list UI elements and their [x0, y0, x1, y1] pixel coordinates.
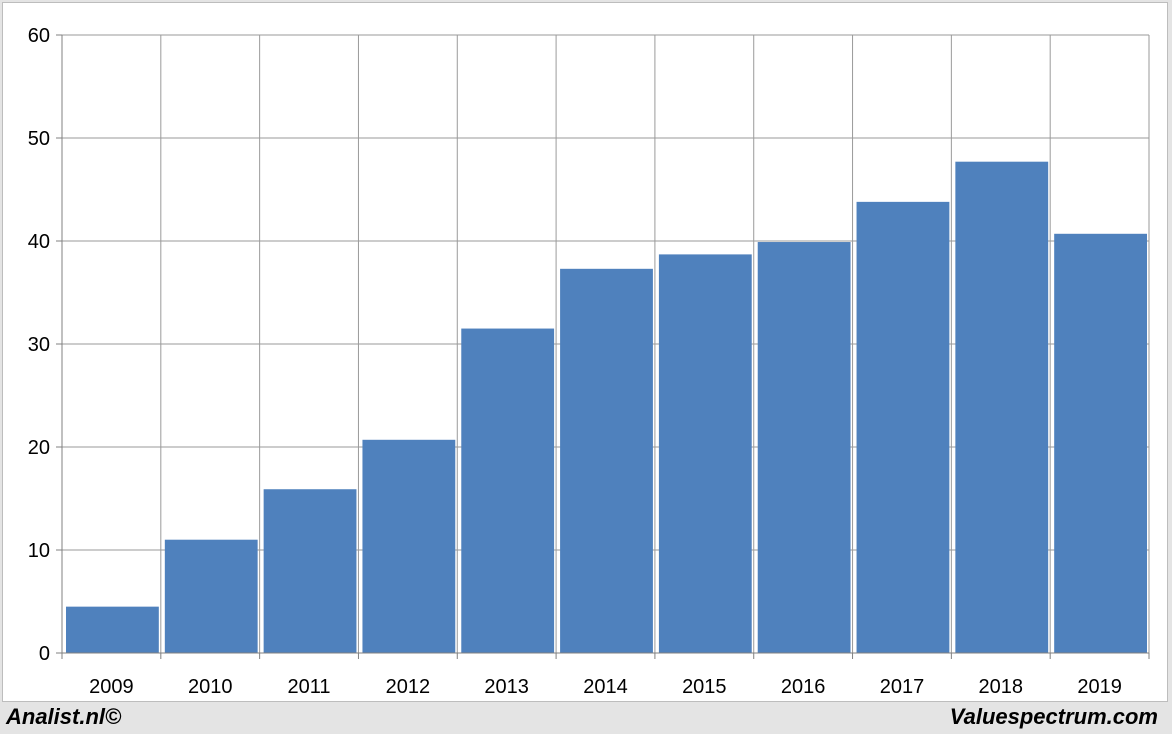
bar-2011: [263, 489, 357, 653]
bar-2010: [164, 539, 258, 653]
y-tick-label: 40: [28, 231, 50, 253]
axes: [56, 34, 1150, 659]
y-tick-label: 10: [28, 540, 50, 562]
x-tick-label: 2019: [1077, 676, 1122, 698]
footer-source-right: Valuespectrum.com: [949, 704, 1158, 729]
y-tick-label: 50: [28, 128, 50, 150]
y-tick-label: 0: [39, 643, 50, 665]
bar-2019: [1054, 233, 1147, 654]
x-tick-label: 2010: [188, 676, 233, 698]
x-tick-label: 2014: [583, 676, 628, 698]
bar-2014: [560, 268, 653, 653]
x-tick-label: 2009: [89, 676, 134, 698]
bar-chart: 0 10 20 30 40 50 60 2009 2010 2011 2012 2013 2014 201…: [28, 25, 1150, 698]
x-tick-label: 2013: [484, 676, 529, 698]
bar-2016: [757, 242, 851, 653]
x-tick-label: 2011: [288, 676, 331, 698]
x-tick-label: 2012: [386, 676, 431, 698]
bar-2015: [658, 254, 752, 653]
x-tick-label: 2015: [682, 676, 727, 698]
plot-panel: 0 10 20 30 40 50 60 2009 2010 2011 2012 2013 2014 201…: [2, 2, 1168, 702]
x-tick-label: 2018: [979, 676, 1024, 698]
bar-2012: [362, 439, 456, 653]
bar-2018: [955, 161, 1049, 653]
x-tick-label: 2017: [880, 676, 925, 698]
bar-2009: [66, 606, 159, 653]
bar-2013: [461, 328, 555, 653]
bar-2017: [856, 201, 950, 654]
x-tick-label: 2016: [781, 676, 826, 698]
y-tick-label: 60: [28, 25, 50, 47]
y-tick-label: 30: [28, 334, 50, 356]
gridlines: [62, 34, 1150, 653]
y-tick-label: 20: [28, 437, 50, 459]
tick-labels: 0 10 20 30 40 50 60 2009 2010 2011 2012 2013 2014 201…: [28, 25, 1122, 698]
bars: [66, 161, 1147, 654]
footer-source-left: Analist.nl©: [6, 704, 122, 729]
